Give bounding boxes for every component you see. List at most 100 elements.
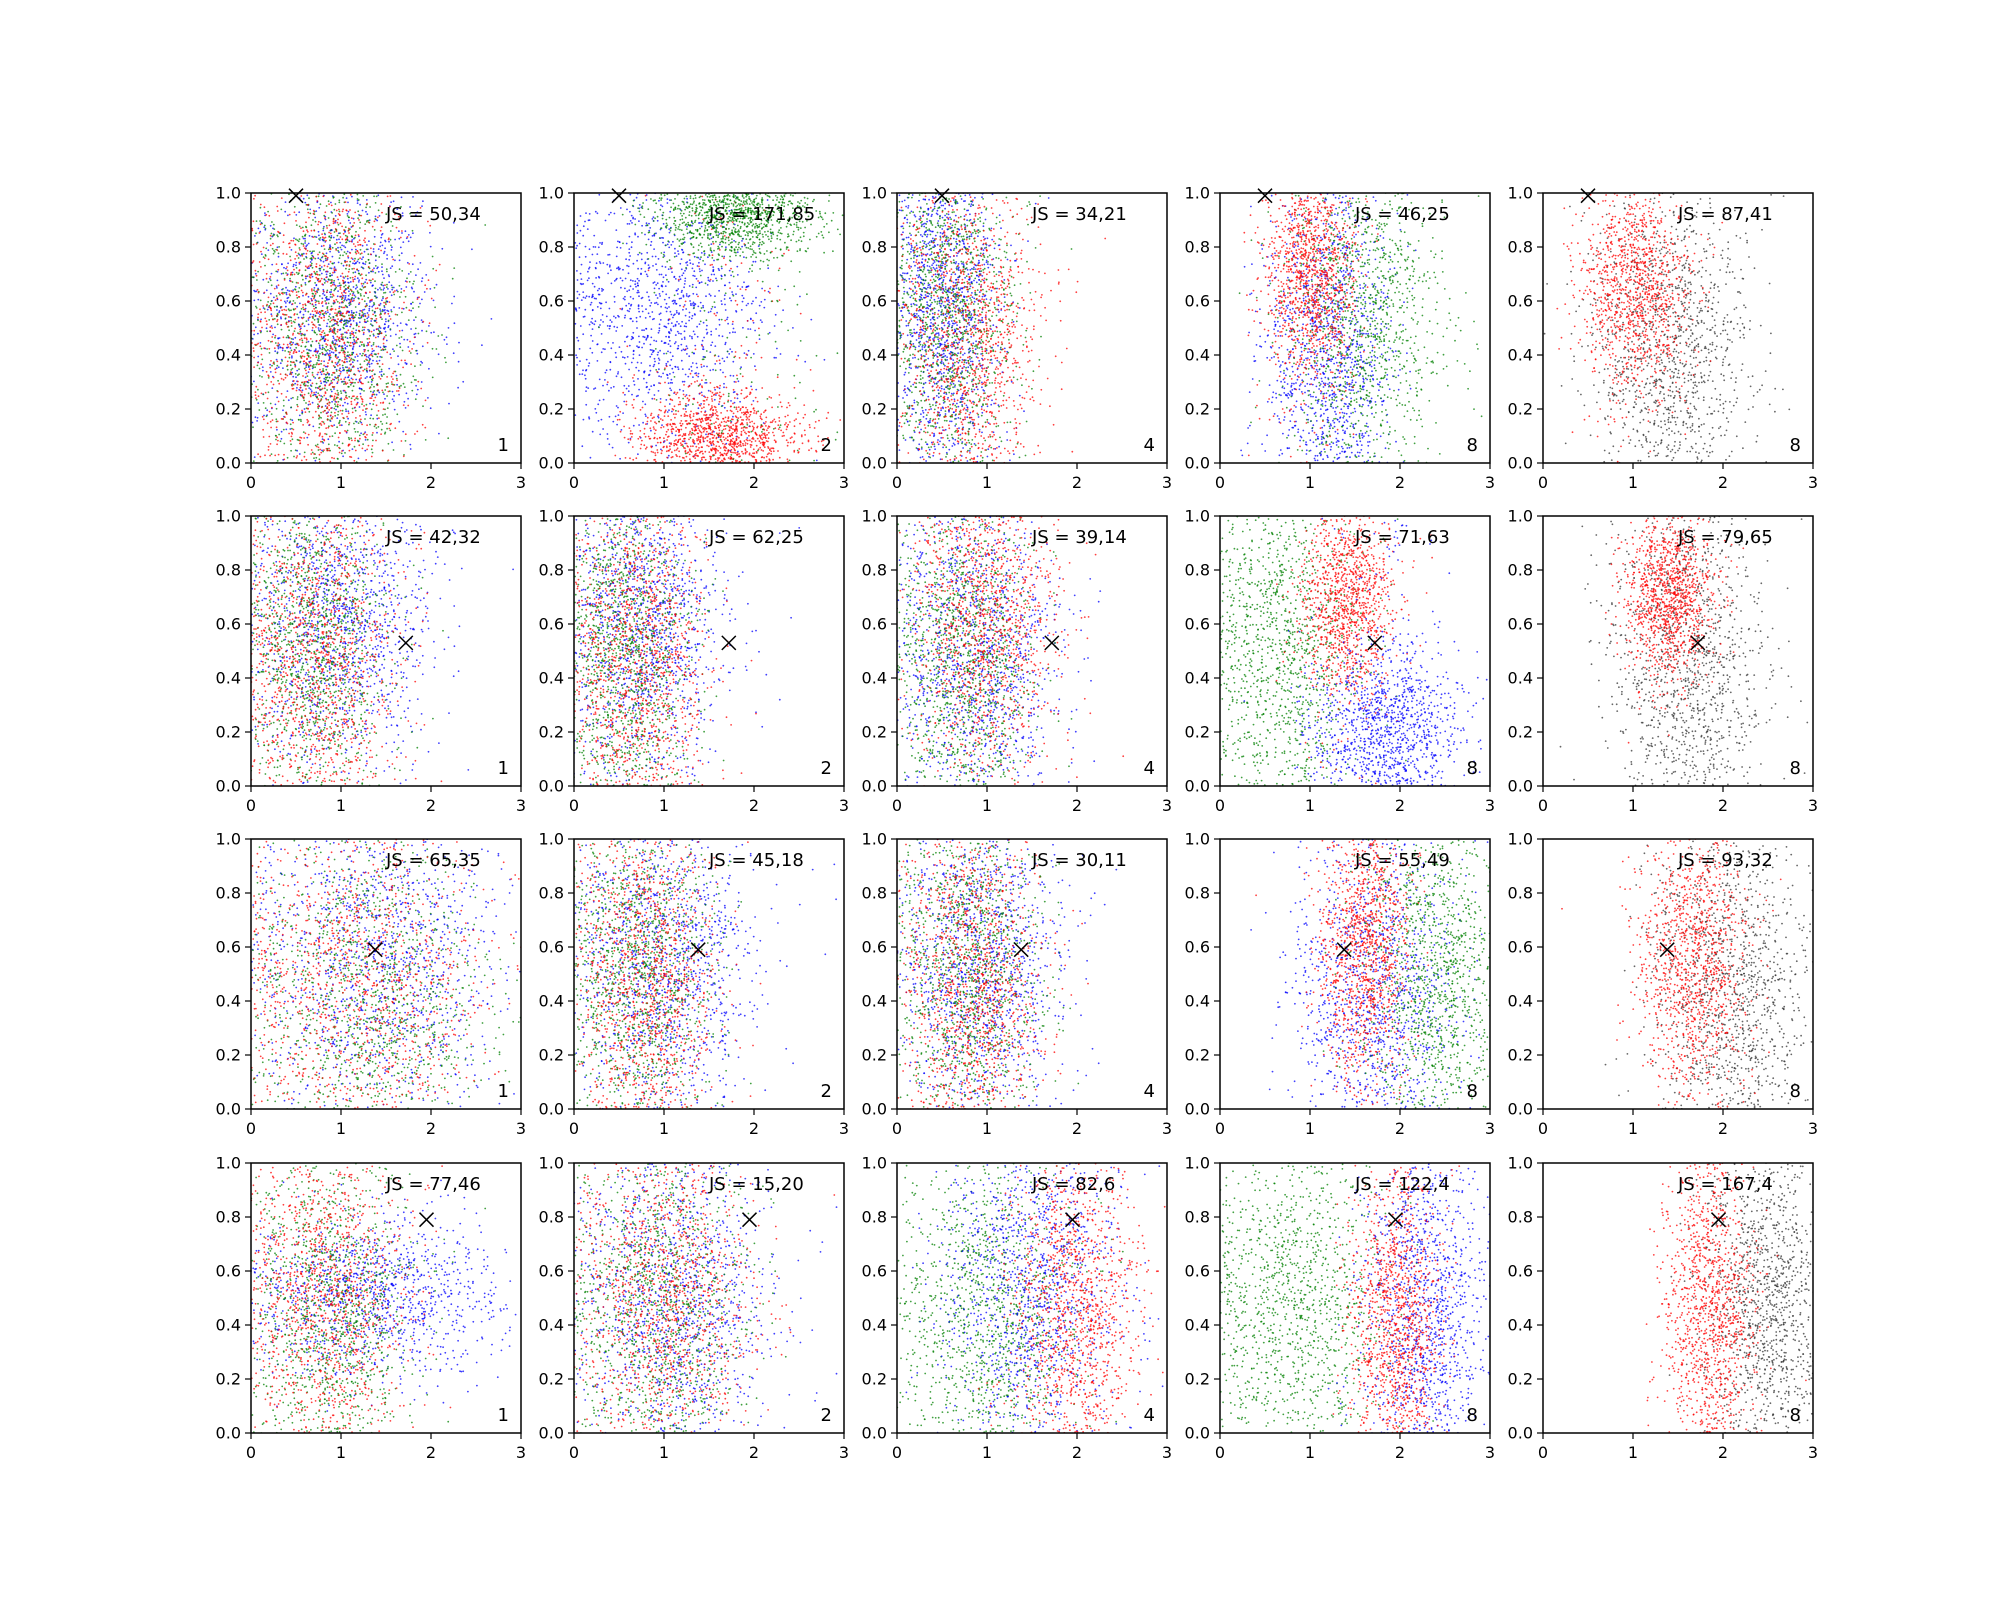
data-point [642, 297, 644, 299]
data-point [750, 318, 752, 320]
data-point [418, 333, 420, 335]
data-point [653, 428, 655, 430]
data-point [692, 293, 694, 295]
data-point [335, 339, 337, 341]
data-point [291, 436, 293, 438]
data-point [672, 300, 674, 302]
data-point [279, 346, 281, 348]
data-point [597, 403, 599, 405]
data-point [300, 419, 302, 421]
data-point [329, 377, 331, 379]
data-point [346, 361, 348, 363]
data-point [277, 280, 279, 282]
data-point [734, 402, 736, 404]
data-point [316, 340, 318, 342]
data-point [606, 369, 608, 371]
data-point [355, 235, 357, 237]
data-point [621, 309, 623, 311]
data-point [331, 329, 333, 331]
data-point [665, 399, 667, 401]
data-point [342, 455, 344, 457]
data-point [274, 350, 276, 352]
data-point [335, 203, 337, 205]
data-point [339, 313, 341, 315]
data-point [727, 420, 729, 422]
data-point [344, 358, 346, 360]
data-point [277, 421, 279, 423]
data-point [299, 415, 301, 417]
data-point [345, 381, 347, 383]
data-point [313, 250, 315, 252]
data-point [348, 321, 350, 323]
data-point [670, 345, 672, 347]
data-point [737, 274, 739, 276]
data-point [407, 262, 409, 264]
data-point [296, 282, 298, 284]
data-point [319, 316, 321, 318]
data-point [415, 316, 417, 318]
data-point [712, 440, 714, 442]
data-point [424, 427, 426, 429]
data-point [273, 377, 275, 379]
data-point [446, 343, 448, 345]
data-point [269, 306, 271, 308]
data-point [375, 272, 377, 274]
data-point [651, 353, 653, 355]
data-point [270, 276, 272, 278]
data-point [289, 214, 291, 216]
data-point [615, 352, 617, 354]
data-point [276, 429, 278, 431]
data-point [388, 239, 390, 241]
data-point [337, 222, 339, 224]
data-point [401, 336, 403, 338]
data-point [260, 363, 262, 365]
data-point [256, 307, 258, 309]
data-point [337, 331, 339, 333]
data-point [670, 359, 672, 361]
data-point [747, 328, 749, 330]
data-point [725, 342, 727, 344]
data-point [303, 198, 305, 200]
data-point [404, 386, 406, 388]
data-point [327, 266, 329, 268]
data-point [366, 369, 368, 371]
data-point [270, 421, 272, 423]
data-point [270, 443, 272, 445]
data-point [659, 293, 661, 295]
data-point [372, 377, 374, 379]
data-point [412, 283, 414, 285]
data-point [352, 348, 354, 350]
data-point [347, 213, 349, 215]
data-point [745, 442, 747, 444]
data-point [255, 232, 257, 234]
data-point [271, 315, 273, 317]
data-point [380, 349, 382, 351]
data-point [261, 354, 263, 356]
data-point [376, 268, 378, 270]
data-point [588, 362, 590, 364]
data-point [659, 383, 661, 385]
data-point [318, 302, 320, 304]
data-point [372, 360, 374, 362]
data-point [267, 301, 269, 303]
data-point [342, 339, 344, 341]
data-point [660, 319, 662, 321]
data-point [338, 447, 340, 449]
data-point [318, 231, 320, 233]
data-point [658, 332, 660, 334]
data-point [773, 357, 775, 359]
data-point [294, 349, 296, 351]
data-point [384, 323, 386, 325]
data-point [390, 335, 392, 337]
data-point [369, 335, 371, 337]
data-point [744, 431, 746, 433]
data-point [669, 365, 671, 367]
data-point [255, 326, 257, 328]
data-point [688, 368, 690, 370]
data-point [324, 217, 326, 219]
data-point [422, 345, 424, 347]
data-point [263, 247, 265, 249]
data-point [659, 323, 661, 325]
data-point [362, 401, 364, 403]
data-point [645, 415, 647, 417]
